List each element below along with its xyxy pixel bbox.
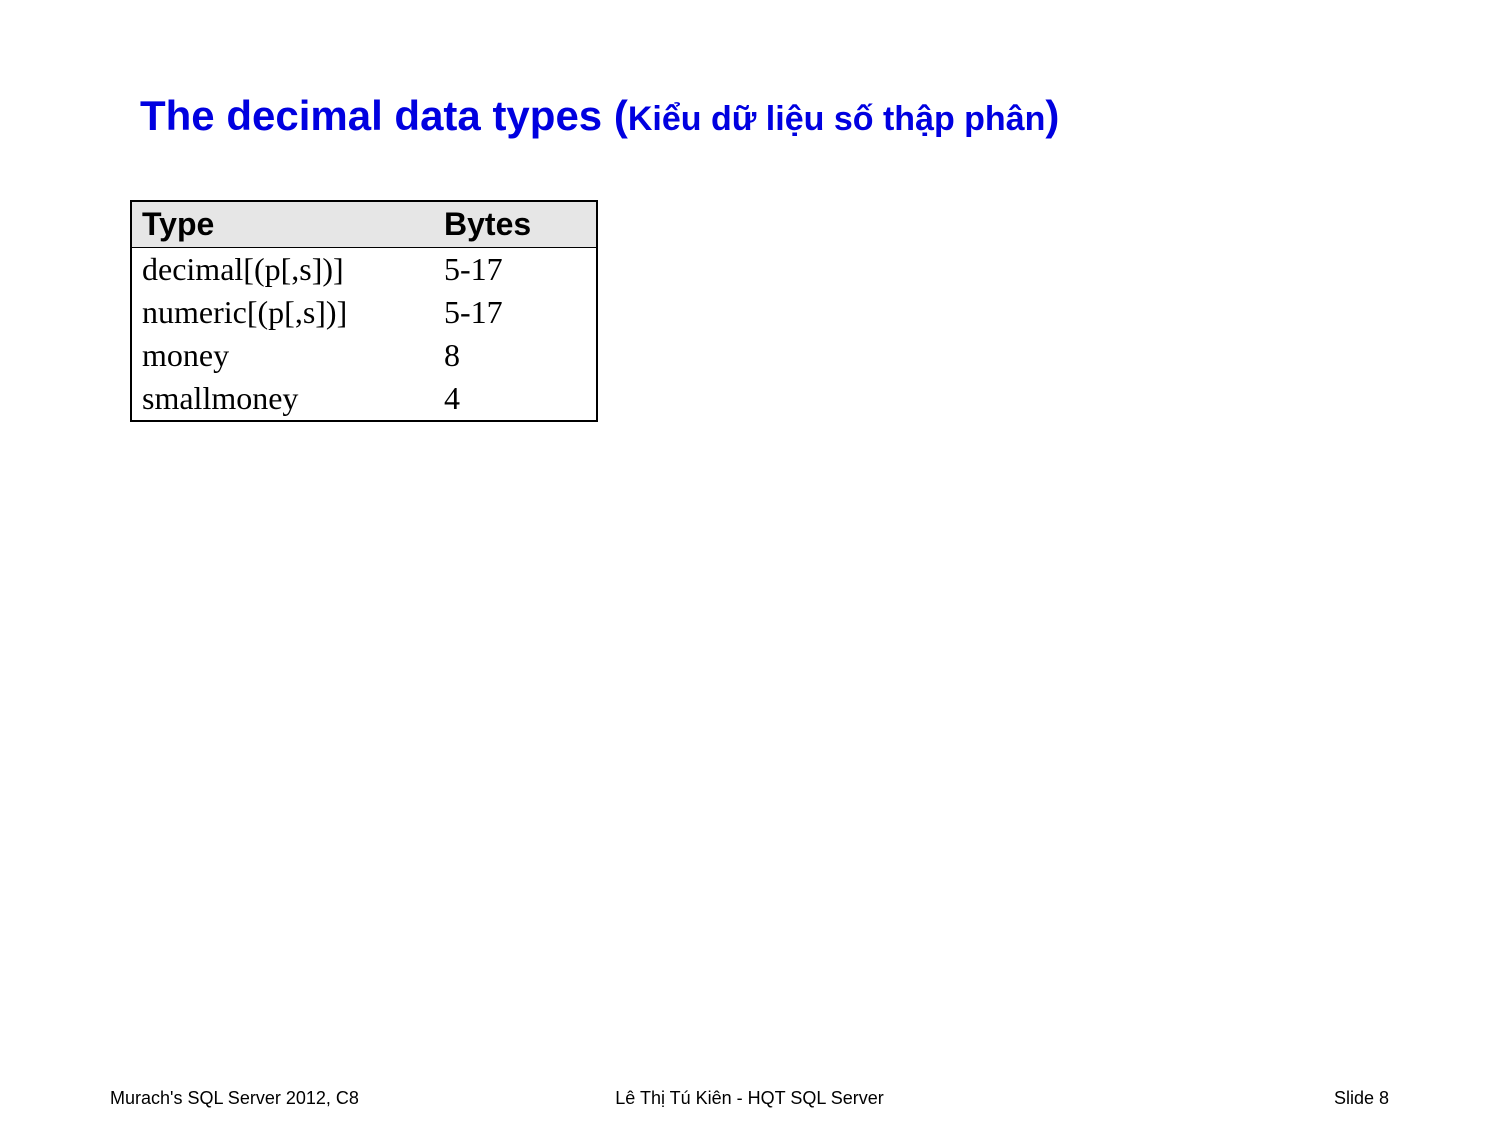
col-header-type: Type — [131, 201, 434, 248]
table-row: numeric[(p[,s])] 5-17 — [131, 291, 597, 334]
table-header-row: Type Bytes — [131, 201, 597, 248]
table-row: decimal[(p[,s])] 5-17 — [131, 248, 597, 292]
title-sub: Kiểu dữ liệu số thập phân — [628, 100, 1046, 138]
cell-type: decimal[(p[,s])] — [131, 248, 434, 292]
col-header-bytes: Bytes — [434, 201, 597, 248]
decimal-types-table: Type Bytes decimal[(p[,s])] 5-17 numeric… — [130, 200, 598, 422]
cell-bytes: 5-17 — [434, 291, 597, 334]
slide: The decimal data types (Kiểu dữ liệu số … — [0, 0, 1499, 1124]
cell-bytes: 4 — [434, 377, 597, 421]
cell-type: money — [131, 334, 434, 377]
footer-center: Lê Thị Tú Kiên - HQT SQL Server — [0, 1088, 1499, 1109]
footer-right: Slide 8 — [1334, 1088, 1389, 1109]
title-paren-open: ( — [614, 92, 628, 139]
cell-type: smallmoney — [131, 377, 434, 421]
title-main: The decimal data types — [140, 92, 614, 139]
table-row: smallmoney 4 — [131, 377, 597, 421]
cell-bytes: 8 — [434, 334, 597, 377]
table-wrap: Type Bytes decimal[(p[,s])] 5-17 numeric… — [130, 200, 598, 422]
slide-title: The decimal data types (Kiểu dữ liệu số … — [140, 92, 1059, 140]
table-row: money 8 — [131, 334, 597, 377]
title-paren-close: ) — [1045, 92, 1059, 139]
cell-type: numeric[(p[,s])] — [131, 291, 434, 334]
cell-bytes: 5-17 — [434, 248, 597, 292]
